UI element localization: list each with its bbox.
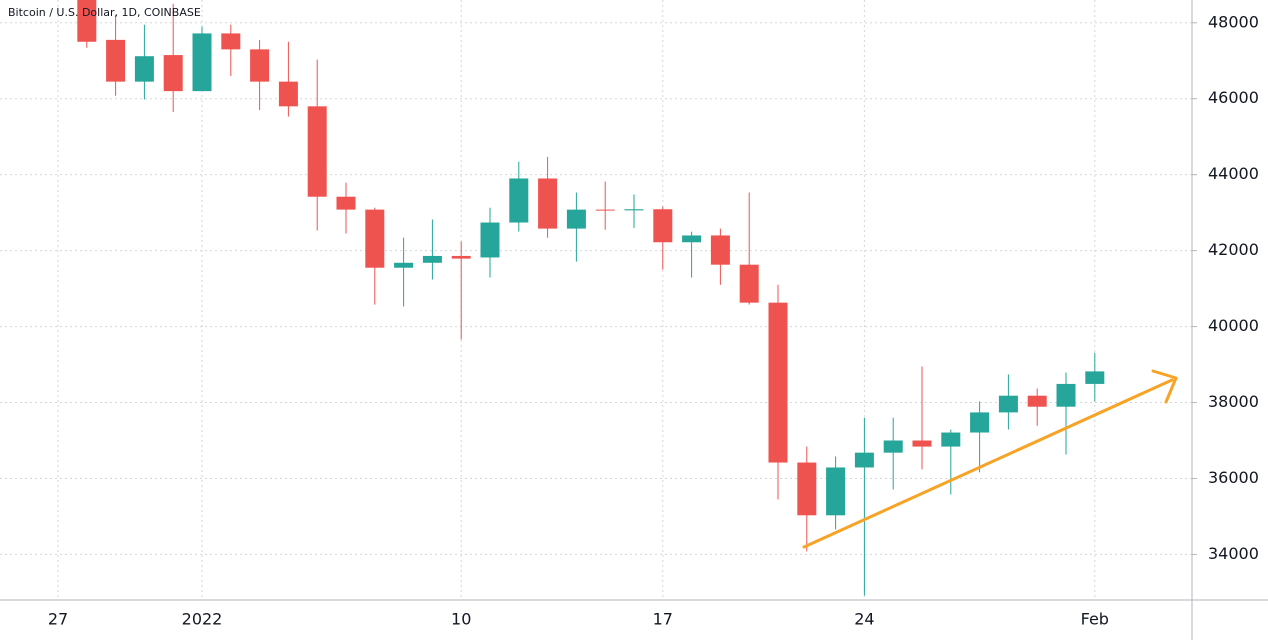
candle-body (278, 81, 298, 107)
candle-body (826, 467, 846, 516)
candle-body (77, 0, 97, 42)
x-tick-label: 10 (451, 610, 471, 629)
y-tick-label: 34000 (1208, 544, 1259, 563)
candles (77, 0, 1105, 596)
candle-body (854, 452, 874, 468)
candle-body (682, 235, 702, 243)
candle-body (998, 395, 1018, 413)
x-tick-label: 27 (48, 610, 68, 629)
candle-body (970, 412, 990, 433)
labels: 34000 36000 38000 40000 42000 44000 46000 48000… (48, 12, 1259, 628)
candle-body (710, 235, 730, 265)
x-tick-label: 17 (653, 610, 673, 629)
x-tick-label: 24 (854, 610, 874, 629)
y-tick-label: 46000 (1208, 88, 1259, 107)
candle-body (624, 209, 644, 211)
candle-body (883, 440, 903, 453)
y-tick-label: 38000 (1208, 392, 1259, 411)
y-tick-label: 44000 (1208, 164, 1259, 183)
candle-body (394, 262, 414, 268)
candle-body (912, 440, 932, 447)
y-tick-label: 48000 (1208, 12, 1259, 31)
arrow-head (1151, 369, 1178, 404)
candle-body (451, 255, 471, 259)
trend-line (802, 378, 1174, 549)
candle-body (739, 264, 759, 303)
candle-body (422, 255, 442, 263)
candle-body (134, 56, 154, 82)
candle-body (163, 55, 183, 92)
chart-title: Bitcoin / U.S. Dollar, 1D, COINBASE (8, 6, 201, 19)
trend-arrow (802, 369, 1178, 549)
x-tick-label: 2022 (182, 610, 223, 629)
candle-body (566, 209, 586, 229)
candle-body (941, 432, 961, 447)
candle-body (595, 209, 615, 211)
y-tick-label: 42000 (1208, 240, 1259, 259)
candle-body (221, 33, 241, 50)
y-tick-label: 36000 (1208, 468, 1259, 487)
candle-body (538, 178, 558, 229)
candle-body (192, 33, 212, 92)
candle-body (250, 49, 270, 82)
candle-body (797, 462, 817, 516)
candle-body (1056, 383, 1076, 407)
candle-body (307, 106, 327, 197)
candle-body (336, 196, 356, 210)
candle-body (106, 39, 126, 82)
candle-body (1027, 395, 1047, 407)
candle-body (509, 178, 529, 223)
candle-body (365, 209, 385, 268)
x-tick-label: Feb (1081, 610, 1109, 629)
candle-body (768, 302, 788, 463)
candle-body (653, 209, 673, 243)
y-tick-label: 40000 (1208, 316, 1259, 335)
candle-body (1085, 371, 1105, 384)
candle-body (480, 222, 500, 258)
